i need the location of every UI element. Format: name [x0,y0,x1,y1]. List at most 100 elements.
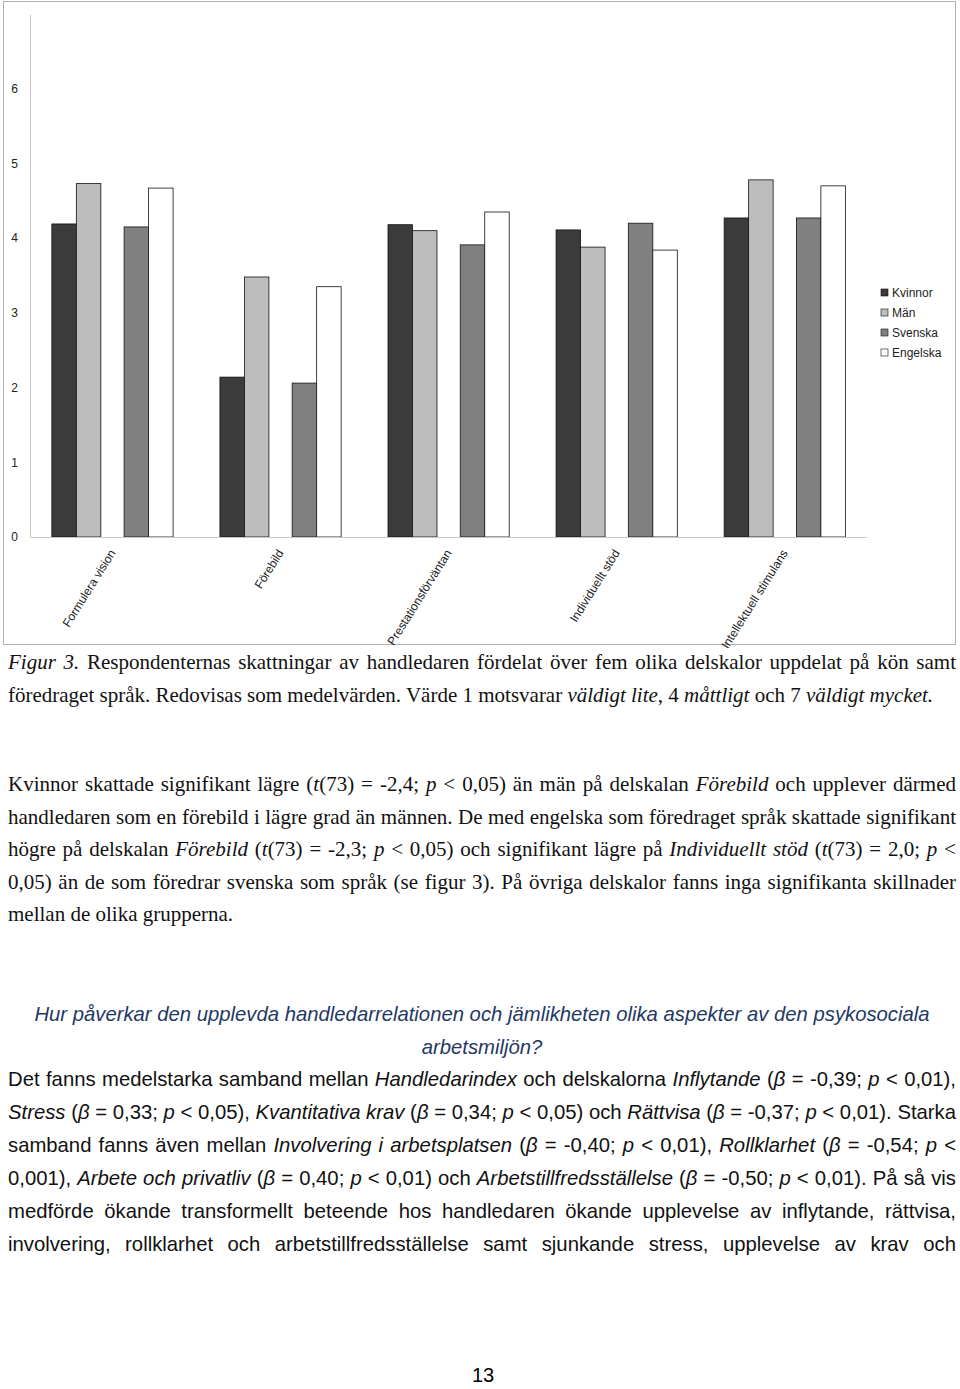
bar [749,180,773,537]
y-tick: 6 [11,82,30,96]
text: och delskalorna [517,1068,673,1090]
text: < 0,01), [879,1068,956,1090]
italic-text: β [829,1134,841,1156]
section-heading: Hur påverkar den upplevda handledarrelat… [8,998,956,1064]
italic-text: väldigt lite [567,683,657,707]
legend-label: Svenska [892,326,938,340]
y-tick-label: 5 [11,157,18,171]
text: = -0,54; [841,1134,926,1156]
text: ( [404,1101,416,1123]
italic-text: p [426,772,437,796]
legend-swatch [881,309,888,316]
bar [317,287,341,537]
y-tick: 2 [11,381,30,395]
text: = 0,34; [428,1101,502,1123]
italic-text: p [927,837,938,861]
text: , 4 [658,683,684,707]
page-number: 13 [0,1364,960,1387]
italic-text: Inflytande [673,1068,761,1090]
bar [388,225,412,537]
y-tick-label: 3 [11,306,18,320]
italic-text: måttligt [684,683,749,707]
bar [460,245,484,537]
y-tick: 5 [11,157,30,171]
italic-text: Rollklarhet [719,1134,815,1156]
y-tick-label: 2 [11,381,18,395]
italic-text: p [503,1101,514,1123]
text: (73) = 2,0; [828,837,927,861]
bar [124,227,148,537]
y-tick-label: 6 [11,82,18,96]
italic-text: Stress [8,1101,65,1123]
bar [149,188,173,537]
chart-frame [4,2,956,645]
text: ( [761,1068,774,1090]
bar [821,186,845,537]
text: ( [815,1134,829,1156]
italic-text: β [713,1101,725,1123]
text: < 0,05) än män på delskalan [436,772,695,796]
bar-series [76,180,773,537]
x-tick-label: Formulera vision [60,547,119,630]
text: ( [701,1101,713,1123]
bar-series [149,186,846,537]
paragraph: Kvinnor skattade signifikant lägre (t(73… [8,768,956,931]
x-tick-label: Intellektuell stimulans [718,547,790,648]
italic-text: Handledarindex [375,1068,517,1090]
text: ( [65,1101,77,1123]
y-tick-label: 1 [11,456,18,470]
x-axis: Formulera visionFörebildPrestationsförvä… [31,537,867,648]
legend-swatch [881,329,888,336]
bar [292,383,316,537]
bar [52,224,76,537]
bar [653,250,677,537]
bar [220,377,244,537]
italic-text: β [526,1134,538,1156]
y-tick: 3 [11,306,30,320]
italic-text: Kvantitativa krav [256,1101,405,1123]
bar [76,184,100,537]
italic-text: p [868,1068,879,1090]
text: < 0,05), [175,1101,256,1123]
italic-text: β [686,1167,698,1189]
text: ( [512,1134,526,1156]
bar [412,231,436,537]
legend-entry: Svenska [881,326,938,340]
legend-label: Män [892,306,915,320]
text: (73) = -2,3; [268,837,374,861]
legend-swatch [881,349,888,356]
text: < 0,01) och [362,1167,477,1189]
italic-text: p [623,1134,634,1156]
text: < 0,01), [634,1134,719,1156]
italic-text: t [822,837,828,861]
bar [628,223,652,537]
legend-entry: Engelska [881,346,942,360]
text: = -0,40; [538,1134,623,1156]
text: = -0,37; [725,1101,806,1123]
x-tick: Prestationsförväntan [384,537,454,648]
legend: Kvinnor Män Svenska Engelska [881,286,942,360]
italic-text: p [805,1101,816,1123]
paragraph: Det fanns medelstarka samband mellan Han… [8,1063,956,1261]
italic-text: p [926,1134,937,1156]
chart: 0123456Formulera visionFörebildPrestatio… [0,0,960,648]
x-tick-label: Individuellt stöd [567,547,623,625]
italic-text: t [313,772,319,796]
text: ( [808,837,822,861]
text: ( [673,1167,686,1189]
italic-text: Involvering i arbetsplatsen [273,1134,512,1156]
italic-text: β [264,1167,276,1189]
italic-text: Figur 3. [8,650,79,674]
legend-entry: Kvinnor [881,286,933,300]
italic-text: t [262,837,268,861]
legend-swatch [881,289,888,296]
italic-text: Förebild [696,772,769,796]
italic-text: β [774,1068,786,1090]
y-tick: 0 [11,530,30,544]
italic-text: Rättvisa [627,1101,700,1123]
italic-text: Arbetstillfredsställelse [477,1167,673,1189]
x-tick: Intellektuell stimulans [718,537,790,648]
italic-text: β [78,1101,90,1123]
text: Det fanns medelstarka samband mellan [8,1068,375,1090]
legend-entry: Män [881,306,915,320]
